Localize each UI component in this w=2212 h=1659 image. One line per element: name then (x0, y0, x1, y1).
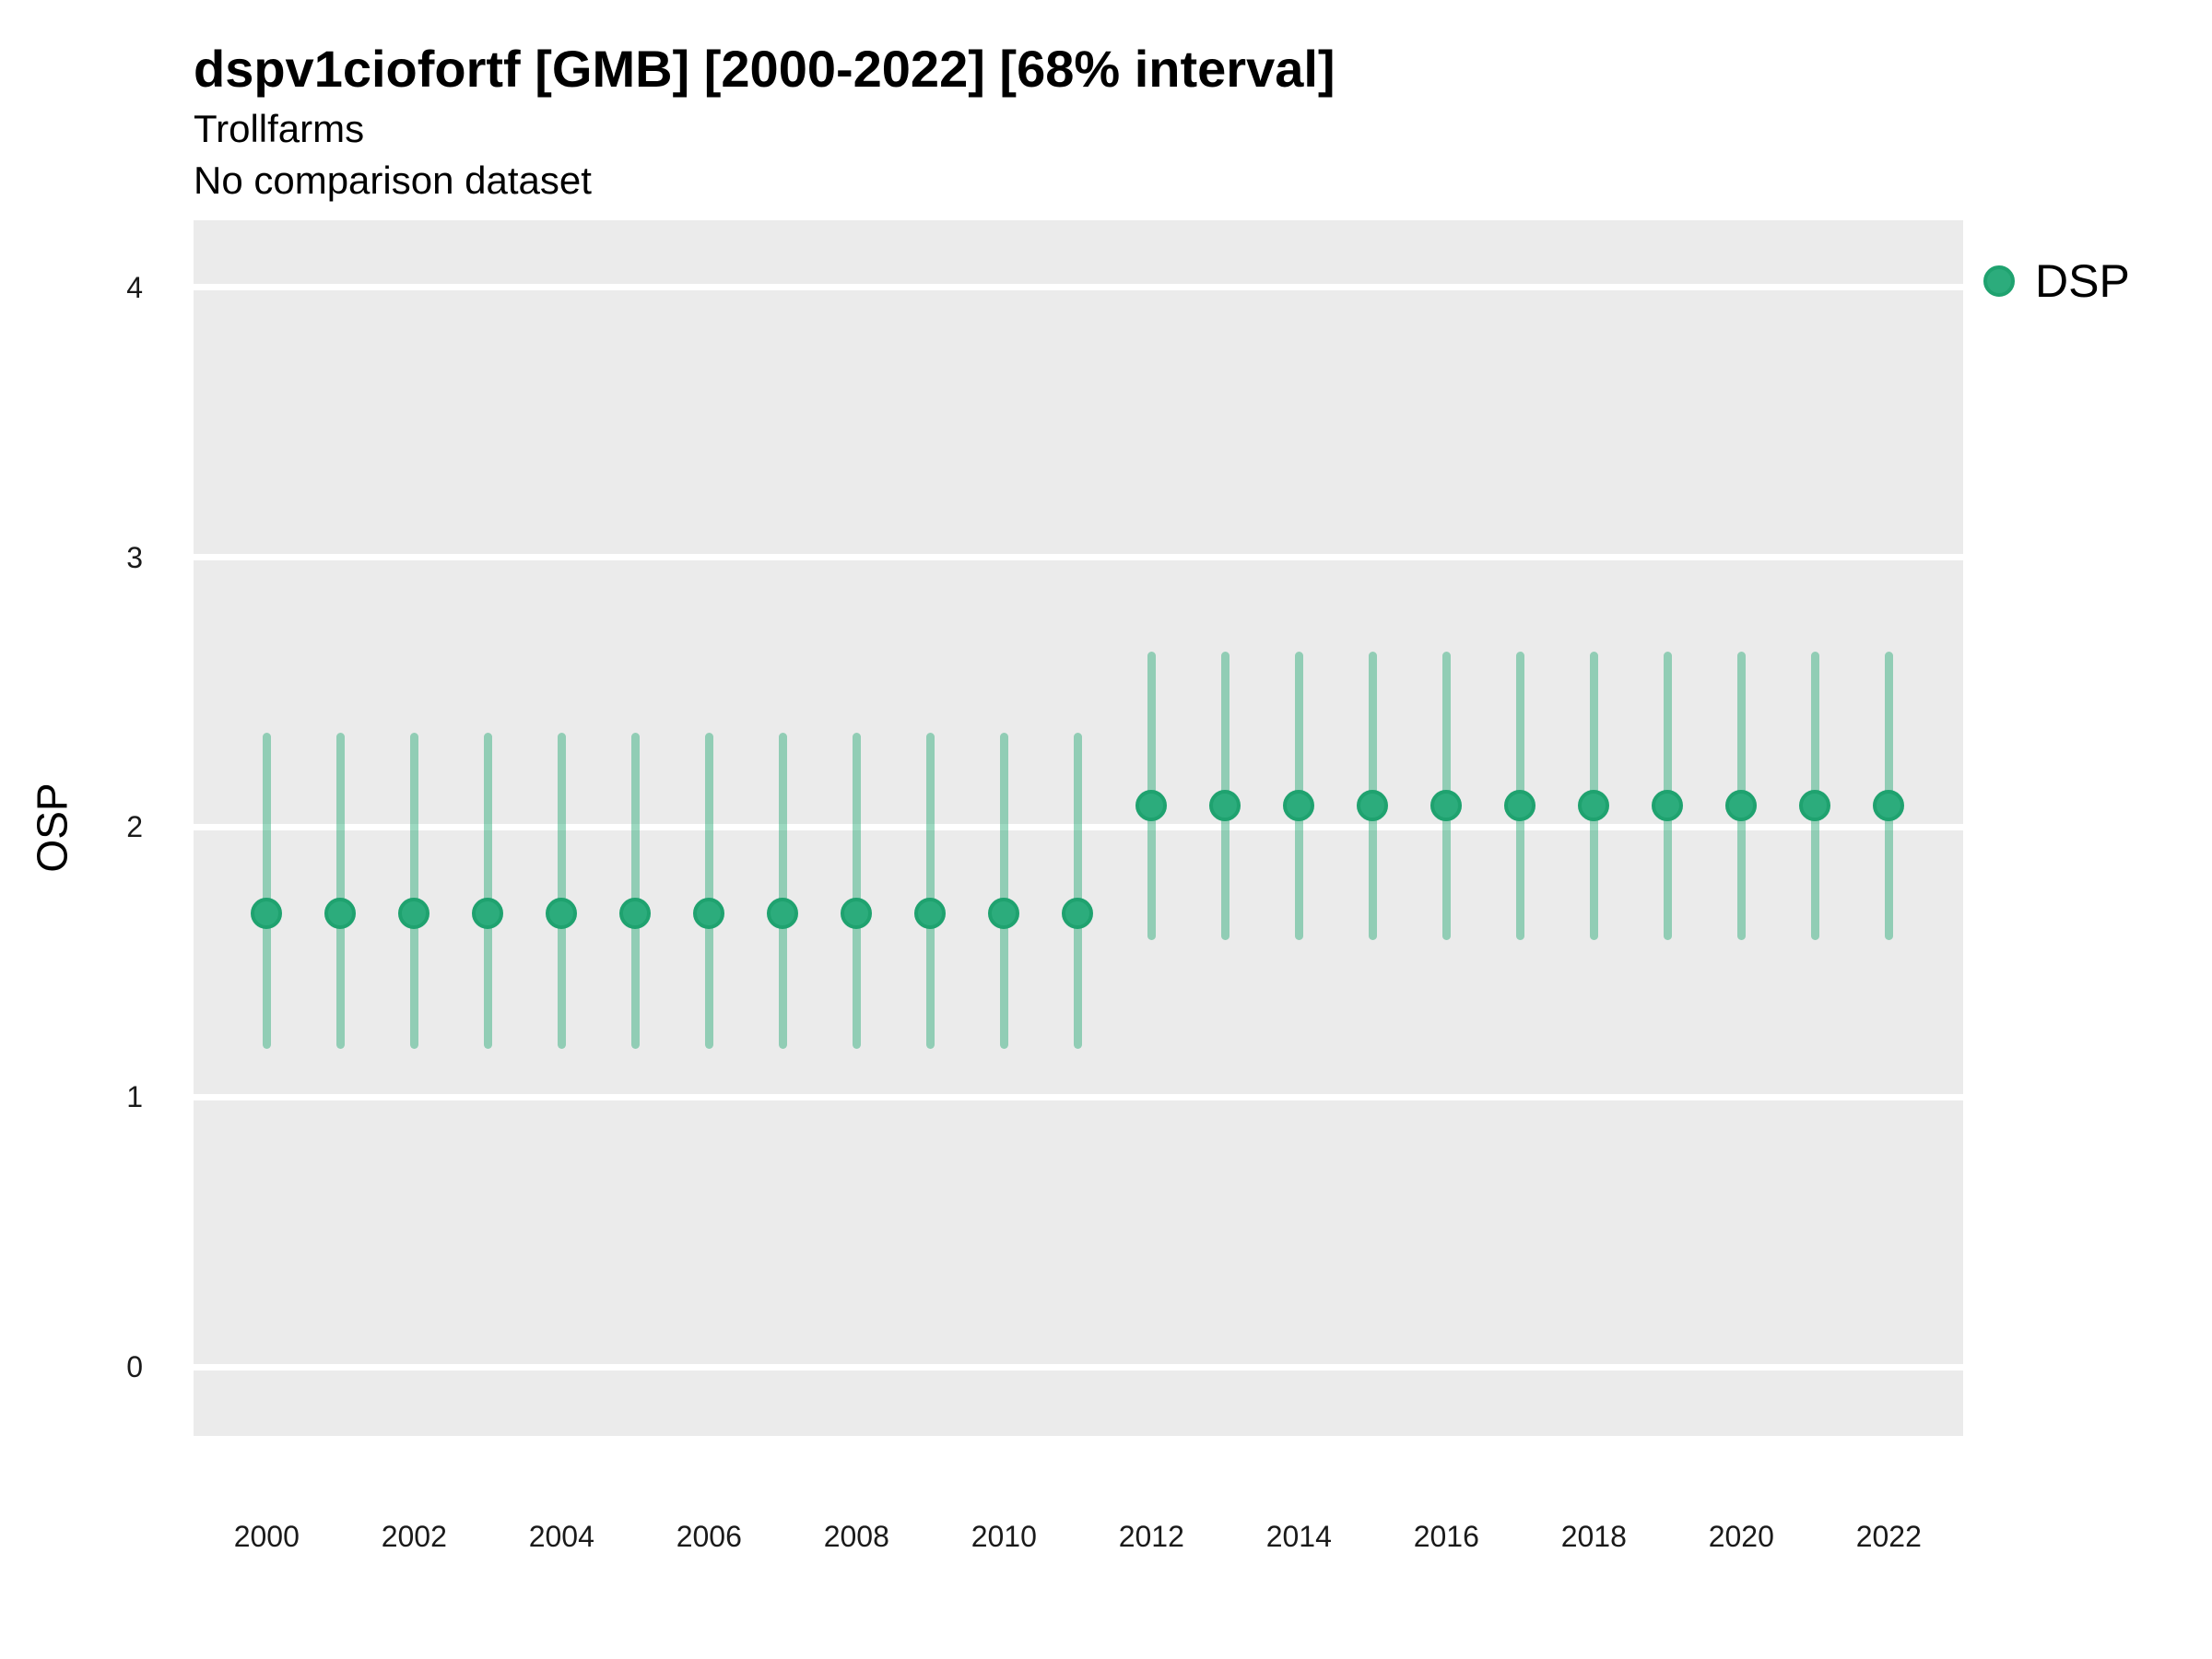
legend: DSP (1983, 254, 2130, 308)
interval-bar-2008 (852, 732, 861, 1049)
y-tick-label-1: 1 (126, 1080, 143, 1114)
y-tick-label-2: 2 (126, 810, 143, 844)
y-tick-label-4: 4 (126, 270, 143, 304)
x-tick-label-2014: 2014 (1265, 1520, 1332, 1553)
data-point-2019 (1652, 790, 1684, 821)
chart-title: dspv1ciofortf [GMB] [2000-2022] [68% int… (194, 40, 1335, 98)
x-tick-label-2006: 2006 (676, 1520, 742, 1553)
data-point-2010 (988, 898, 1020, 930)
gridline-y-0 (194, 1363, 1963, 1371)
data-point-2000 (251, 898, 283, 930)
data-point-2021 (1799, 790, 1831, 821)
data-point-2011 (1062, 898, 1094, 930)
data-point-2015 (1357, 790, 1389, 821)
data-point-2017 (1504, 790, 1536, 821)
x-tick-label-2010: 2010 (971, 1520, 1037, 1553)
data-point-2016 (1430, 790, 1463, 821)
data-point-2007 (767, 898, 799, 930)
interval-bar-2007 (778, 732, 787, 1049)
x-tick-label-2008: 2008 (823, 1520, 889, 1553)
interval-bar-2011 (1073, 732, 1082, 1049)
data-point-2013 (1209, 790, 1241, 821)
interval-bar-2005 (630, 732, 640, 1049)
x-tick-label-2022: 2022 (1855, 1520, 1922, 1553)
x-tick-label-2000: 2000 (233, 1520, 300, 1553)
gridline-y-1 (194, 1093, 1963, 1100)
x-tick-label-2018: 2018 (1560, 1520, 1627, 1553)
x-tick-label-2016: 2016 (1413, 1520, 1479, 1553)
x-tick-label-2012: 2012 (1118, 1520, 1184, 1553)
gridline-y-4 (194, 284, 1963, 291)
interval-bar-2001 (335, 732, 345, 1049)
data-point-2008 (841, 898, 873, 930)
data-point-2020 (1725, 790, 1758, 821)
y-tick-label-0: 0 (126, 1350, 143, 1384)
interval-bar-2009 (925, 732, 935, 1049)
data-point-2003 (472, 898, 504, 930)
gridline-y-2 (194, 823, 1963, 830)
data-point-2001 (324, 898, 357, 930)
interval-bar-2003 (483, 732, 492, 1049)
data-point-2012 (1135, 790, 1168, 821)
interval-bar-2002 (409, 732, 418, 1049)
plot-panel (194, 220, 1963, 1436)
comparison-note: No comparison dataset (194, 159, 592, 202)
data-point-2009 (914, 898, 947, 930)
gridline-y-3 (194, 554, 1963, 561)
interval-bar-2010 (999, 732, 1008, 1049)
data-point-2006 (693, 898, 725, 930)
data-point-2005 (619, 898, 652, 930)
data-point-2014 (1283, 790, 1315, 821)
x-tick-label-2002: 2002 (381, 1520, 447, 1553)
data-point-2022 (1873, 790, 1905, 821)
chart-subtitle: Trollfarms (194, 107, 365, 150)
interval-bar-2004 (557, 732, 566, 1049)
y-tick-label-3: 3 (126, 540, 143, 574)
data-point-2018 (1578, 790, 1610, 821)
interval-bar-2006 (704, 732, 713, 1049)
interval-bar-2000 (262, 732, 271, 1049)
data-point-2002 (398, 898, 430, 930)
legend-label: DSP (2035, 255, 2130, 307)
x-tick-label-2020: 2020 (1708, 1520, 1774, 1553)
data-point-2004 (546, 898, 578, 930)
legend-circle-icon (1983, 265, 2015, 297)
x-tick-label-2004: 2004 (528, 1520, 594, 1553)
